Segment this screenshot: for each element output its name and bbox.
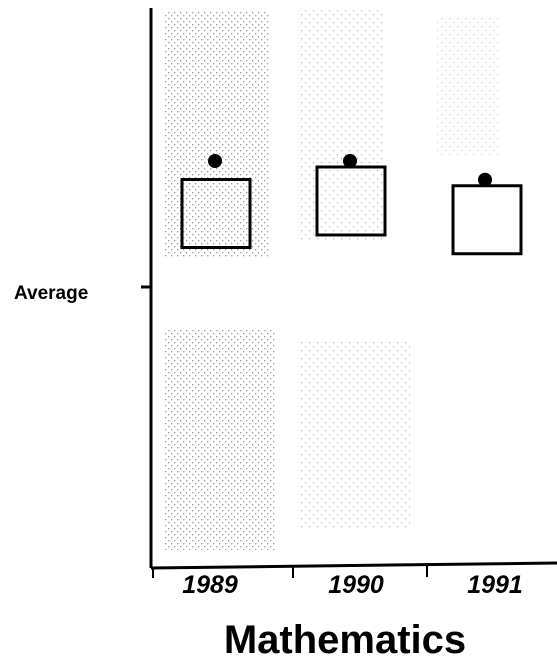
band-1989-lower — [165, 330, 275, 550]
tick-label-1991: 1991 — [467, 571, 523, 599]
band-1991-upper — [435, 15, 500, 155]
square-marker-1989 — [180, 178, 252, 249]
average-label: Average — [14, 283, 88, 304]
square-marker-1991 — [451, 184, 523, 256]
tick-label-1989: 1989 — [182, 571, 238, 599]
dot-marker-1991 — [478, 172, 492, 187]
shaded-bands — [165, 10, 500, 550]
x-axis — [150, 561, 557, 570]
band-1990-upper — [298, 10, 383, 240]
band-1990-lower — [300, 340, 410, 530]
x-axis-title: Mathematics — [224, 618, 466, 662]
dot-marker-1989 — [208, 154, 222, 168]
dot-markers — [208, 154, 492, 187]
dot-marker-1990 — [343, 154, 357, 168]
tick-label-1990: 1990 — [328, 571, 384, 599]
